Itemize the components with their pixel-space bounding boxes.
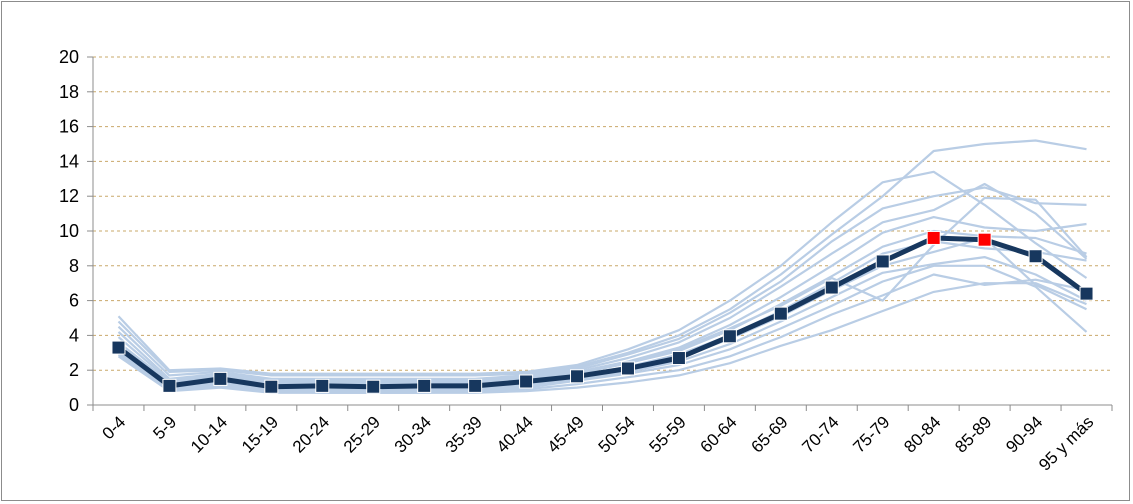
highlighted-point [926,230,941,245]
x-tick-label: 5-9 [149,412,180,443]
x-axis: 0-4 5-9 10-14 15-19 20-24 25-29 30-34 35-39 40-4… [92,404,1113,475]
background-series [117,139,1088,394]
main-series [111,230,1094,394]
x-tick-label: 30-34 [391,412,435,456]
y-tick-label: 16 [59,117,79,137]
x-tick-label: 90-94 [1002,412,1046,456]
background-series-line [117,256,1088,391]
y-tick-label: 20 [59,47,79,67]
data-point [570,369,585,384]
x-tick-label: 50-54 [595,412,639,456]
data-point [1079,286,1094,301]
data-point [366,379,381,394]
x-tick-label: 45-49 [544,412,588,456]
x-tick-label: 25-29 [340,412,384,456]
data-point [213,371,228,386]
data-point [111,340,126,355]
x-tick-label: 40-44 [493,412,537,456]
data-point [315,378,330,393]
x-tick-label: 75-79 [849,412,893,456]
data-point [162,378,177,393]
background-series-line [117,170,1088,375]
y-tick-label: 14 [59,151,79,171]
x-tick-label: 55-59 [646,412,690,456]
x-tick-label: 15-19 [238,412,282,456]
x-tick-label: 20-24 [289,412,333,456]
data-point [773,306,788,321]
background-series-line [117,182,1088,382]
y-axis: 0 2 4 6 8 10 12 14 16 18 20 [59,47,94,415]
background-series-line [117,186,1087,380]
data-point [722,329,737,344]
data-point [620,361,635,376]
data-point [875,254,890,269]
data-point [417,378,432,393]
gridlines [93,56,1112,371]
data-point [264,379,279,394]
y-tick-label: 18 [59,82,79,102]
y-tick-label: 10 [59,221,79,241]
x-tick-label: 80-84 [900,412,944,456]
data-point [468,378,483,393]
x-tick-label: 35-39 [442,412,486,456]
background-series-line [117,139,1087,377]
data-point [671,351,686,366]
main-series-line [116,235,1088,390]
x-tick-label: 60-64 [697,412,741,456]
y-tick-label: 0 [69,395,79,415]
y-tick-label: 8 [69,256,79,276]
y-tick-label: 12 [59,186,79,206]
y-tick-label: 4 [69,325,79,345]
background-series-line [117,273,1087,394]
highlighted-point [977,232,992,247]
x-tick-label: 65-69 [747,412,791,456]
x-tick-label: 0-4 [98,412,129,443]
x-tick-label: 85-89 [951,412,995,456]
x-tick-label: 70-74 [798,412,842,456]
y-tick-label: 2 [69,360,79,380]
x-tick-label: 95 y más [1035,412,1097,474]
data-point [1028,249,1043,264]
background-series-line [117,282,1087,394]
data-point [824,280,839,295]
background-series-line [117,216,1087,384]
x-tick-label: 10-14 [187,412,231,456]
y-tick-label: 6 [69,291,79,311]
data-point [519,374,534,389]
